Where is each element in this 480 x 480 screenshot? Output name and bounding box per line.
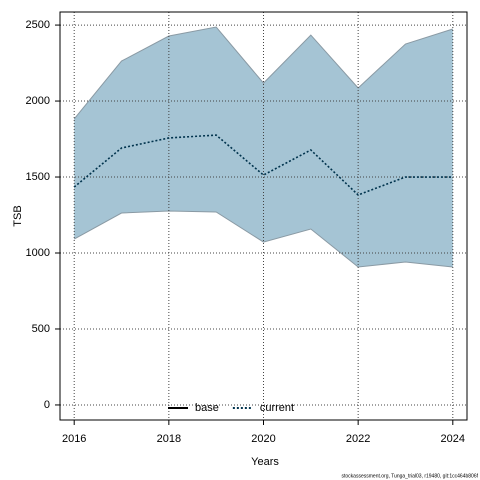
legend-label: base	[195, 402, 219, 414]
y-tick-label: 1000	[26, 247, 50, 259]
y-tick-label: 0	[44, 399, 50, 411]
y-tick-label: 500	[32, 323, 50, 335]
band-lower-edge	[73, 210, 453, 268]
line	[73, 134, 453, 196]
x-tick-label: 2016	[62, 433, 86, 445]
x-tick-label: 2024	[441, 433, 465, 445]
legend-label: current	[260, 402, 294, 414]
footnote: stockassessment.org, Tunga_trial03, r194…	[342, 473, 479, 479]
x-axis-label: Years	[251, 456, 279, 468]
y-tick-label: 2000	[26, 95, 50, 107]
x-tick-label: 2018	[157, 433, 181, 445]
y-tick-label: 1500	[26, 171, 50, 183]
band-upper-edge	[73, 26, 453, 120]
y-tick-label: 2500	[26, 19, 50, 31]
y-axis-label: TSB	[12, 205, 24, 226]
x-tick-label: 2020	[251, 433, 275, 445]
x-tick-label: 2022	[346, 433, 370, 445]
